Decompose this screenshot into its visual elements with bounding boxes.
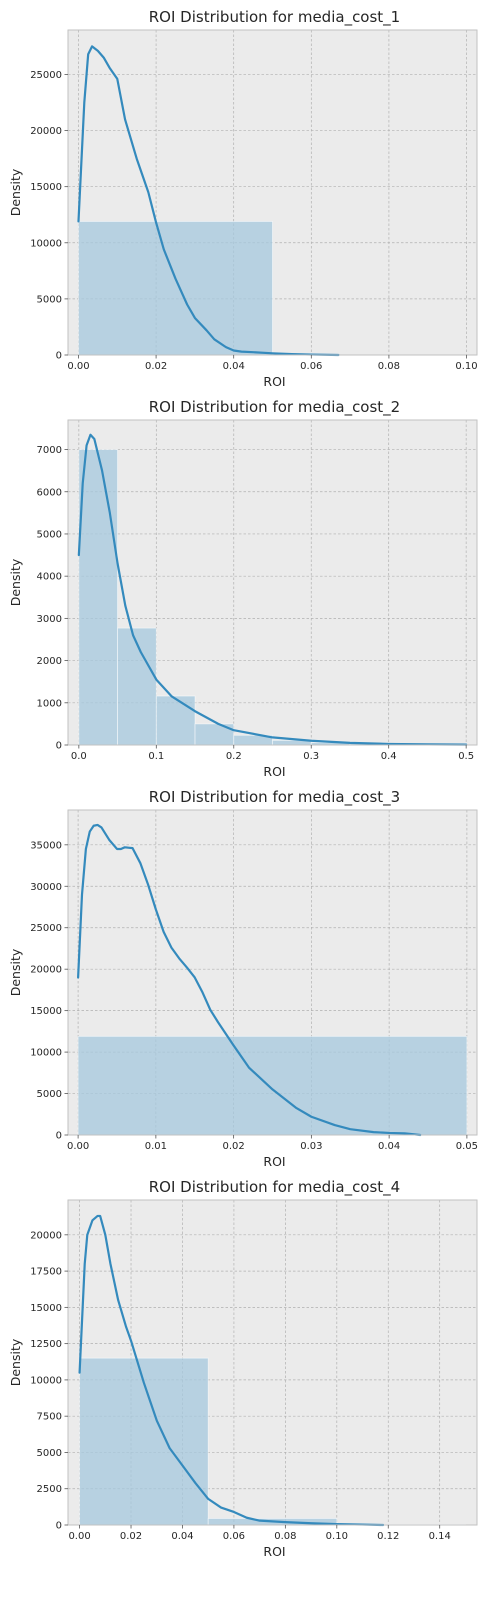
chart-panel-1: 0.00 0.02 0.04 0.06 0.08 0.10 0 5000 10000 15000 2…: [8, 8, 478, 389]
chart-panel-3: 0.00 0.01 0.02 0.03 0.04 0.05 0 5000 10000 15000 2…: [8, 788, 478, 1169]
y-tick-label: 12500: [30, 1339, 62, 1350]
y-axis-label: Density: [8, 1338, 23, 1386]
x-tick-label: 0.06: [223, 1531, 245, 1542]
x-tick-label: 0.04: [171, 1531, 193, 1542]
x-tick-label: 0.01: [145, 1141, 167, 1152]
x-tick-label: 0.04: [378, 1141, 400, 1152]
y-tick-label: 0: [56, 351, 62, 362]
x-tick-label: 0.0: [71, 751, 87, 762]
chart-panel-2: 0.0 0.1 0.2 0.3 0.4 0.5 0 1000 2000 3000 4000 5000 6…: [8, 398, 477, 779]
x-tick-label: 0.10: [455, 361, 477, 372]
chart-panel-4: 0.00 0.02 0.04 0.06 0.08 0.10 0.12 0.14 0 2500 500…: [8, 1178, 477, 1559]
x-tick-label: 0.00: [67, 361, 89, 372]
x-tick-label: 0.5: [458, 751, 474, 762]
y-tick-label: 5000: [37, 1448, 62, 1459]
x-tick-label: 0.00: [67, 1141, 89, 1152]
y-tick-label: 10000: [30, 1048, 62, 1059]
y-tick-label: 0: [56, 1521, 62, 1532]
x-tick-label: 0.04: [223, 361, 245, 372]
x-tick-label: 0.14: [429, 1531, 451, 1542]
chart-title: ROI Distribution for media_cost_4: [149, 1178, 400, 1197]
x-tick-label: 0.1: [148, 751, 164, 762]
x-tick-label: 0.3: [303, 751, 319, 762]
y-tick-label: 15000: [30, 1006, 62, 1017]
y-tick-label: 5000: [37, 294, 62, 305]
x-tick-label: 0.4: [381, 751, 397, 762]
y-tick-label: 20000: [30, 1230, 62, 1241]
y-tick-label: 10000: [30, 1375, 62, 1386]
x-tick-label: 0.06: [300, 361, 322, 372]
chart-title: ROI Distribution for media_cost_2: [149, 398, 400, 417]
x-tick-label: 0.02: [120, 1531, 142, 1542]
x-tick-label: 0.02: [145, 361, 167, 372]
x-tick-label: 0.08: [274, 1531, 296, 1542]
y-axis-label: Density: [8, 948, 23, 996]
y-tick-label: 5000: [37, 529, 62, 540]
y-tick-label: 17500: [30, 1267, 62, 1278]
x-tick-label: 0.08: [378, 361, 400, 372]
histogram-bar: [79, 450, 118, 745]
y-axis-label: Density: [8, 168, 23, 216]
x-axis-label: ROI: [263, 1154, 285, 1169]
y-axis-label: Density: [8, 558, 23, 606]
histogram-bar: [156, 696, 195, 745]
x-axis-label: ROI: [263, 764, 285, 779]
y-tick-label: 0: [56, 1131, 62, 1142]
x-tick-label: 0.00: [68, 1531, 90, 1542]
y-tick-label: 7500: [37, 1412, 62, 1423]
x-tick-label: 0.10: [326, 1531, 348, 1542]
x-tick-label: 0.12: [377, 1531, 399, 1542]
y-tick-label: 5000: [37, 1089, 62, 1100]
y-tick-label: 15000: [30, 182, 62, 193]
y-tick-label: 4000: [37, 572, 62, 583]
x-tick-label: 0.03: [300, 1141, 322, 1152]
x-axis-label: ROI: [263, 1544, 285, 1559]
y-tick-label: 15000: [30, 1303, 62, 1314]
y-tick-label: 6000: [37, 487, 62, 498]
y-tick-label: 0: [56, 741, 62, 752]
x-tick-label: 0.05: [456, 1141, 478, 1152]
chart-title: ROI Distribution for media_cost_1: [149, 8, 400, 27]
y-tick-label: 30000: [30, 882, 62, 893]
chart-title: ROI Distribution for media_cost_3: [149, 788, 400, 807]
y-tick-label: 2500: [37, 1484, 62, 1495]
y-tick-label: 20000: [30, 965, 62, 976]
histogram-bar: [78, 1036, 467, 1135]
y-tick-label: 1000: [37, 698, 62, 709]
y-tick-label: 25000: [30, 923, 62, 934]
y-tick-label: 35000: [30, 840, 62, 851]
y-tick-label: 20000: [30, 126, 62, 137]
x-axis-label: ROI: [263, 374, 285, 389]
y-tick-label: 10000: [30, 238, 62, 249]
y-tick-label: 25000: [30, 70, 62, 81]
x-tick-label: 0.02: [222, 1141, 244, 1152]
y-tick-label: 2000: [37, 656, 62, 667]
y-tick-label: 3000: [37, 614, 62, 625]
histogram-bar: [78, 221, 272, 355]
x-tick-label: 0.2: [226, 751, 242, 762]
y-tick-label: 7000: [37, 445, 62, 456]
